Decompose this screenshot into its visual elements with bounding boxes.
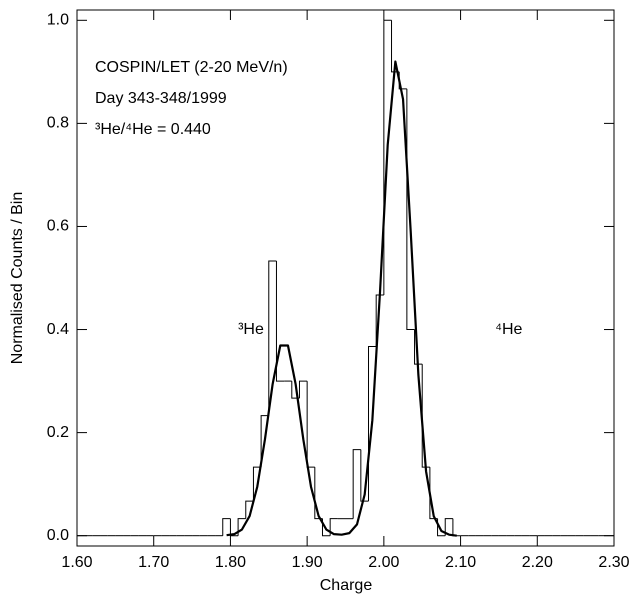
y-tick-label: 0.6 [47,218,69,235]
x-tick-label: 2.10 [445,554,476,571]
histogram-bin [314,467,323,520]
histogram-bin [306,381,315,468]
histogram-bin [421,364,430,468]
x-tick-label: 1.90 [292,554,323,571]
annotation: COSPIN/LET (2-20 MeV/n) [95,59,288,76]
y-tick-label: 0.8 [47,115,69,132]
y-tick-label: 0.4 [47,321,69,338]
x-tick-label: 2.00 [368,554,399,571]
histogram-bin [268,260,277,416]
histogram-bin [329,518,338,536]
fit-curve [226,60,457,537]
histogram-bin [222,518,231,536]
histogram-bin [237,518,246,536]
histogram-bin [414,329,423,365]
annotation: Day 343-348/1999 [95,90,227,107]
histogram-bin [252,466,262,502]
histogram-bin [321,518,331,537]
annotation: ³He/⁴He = 0.440 [95,121,211,138]
x-tick-label: 2.20 [522,554,553,571]
y-tick-label: 0.2 [47,424,69,441]
histogram-bin [375,294,384,347]
histogram-bin [260,415,269,468]
y-tick-label: 1.0 [47,12,69,29]
histogram-bin [444,518,453,536]
histogram-bin [360,449,369,502]
histogram-bin [298,380,308,399]
x-tick-label: 2.30 [598,554,629,571]
x-tick-label: 1.80 [215,554,246,571]
y-axis-label: Normalised Counts / Bin [9,192,26,365]
peak-label: ³He [238,321,264,338]
histogram-bin [452,518,461,537]
x-axis-label: Charge [320,577,373,594]
x-tick-label: 1.60 [61,554,92,571]
y-tick-label: 0.0 [47,527,69,544]
plot-frame [76,9,615,547]
x-tick-label: 1.70 [138,554,169,571]
histogram-bin [352,449,361,519]
peak-label: ⁴He [495,321,522,338]
histogram-bin [275,260,285,382]
histogram-bin [245,500,254,519]
